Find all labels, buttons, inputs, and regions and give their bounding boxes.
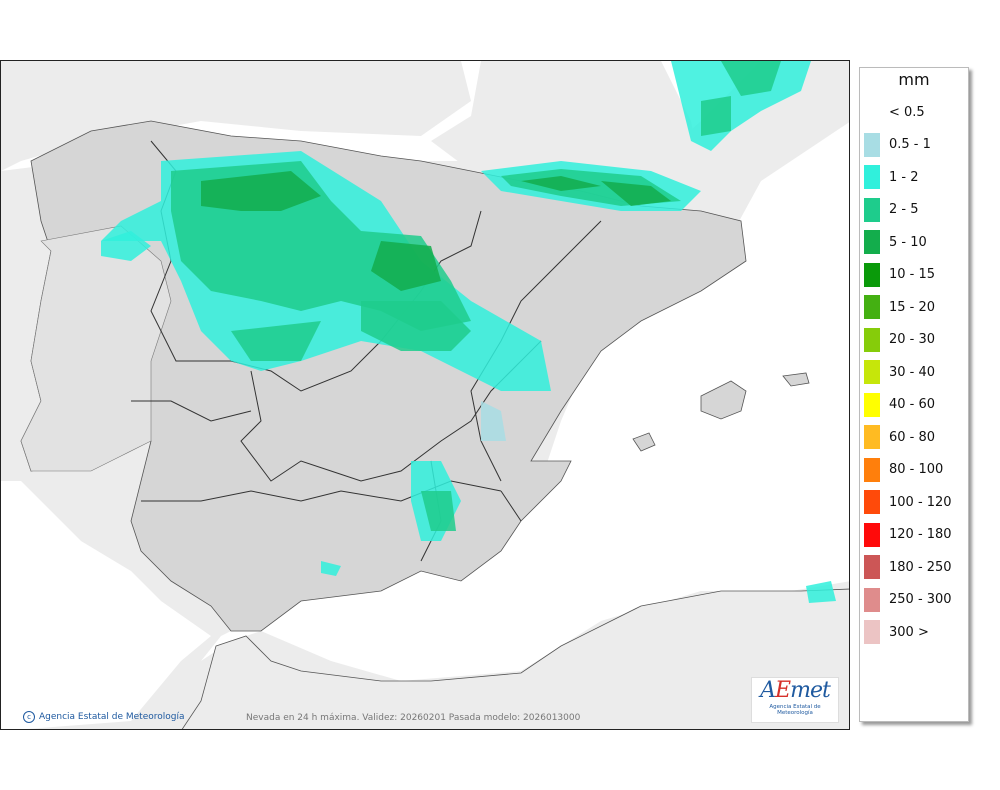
legend-swatch [864, 620, 880, 645]
legend-list: < 0.5 0.5 - 1 1 - 2 2 - 5 5 - 10 10 - 15 15 - … [864, 96, 952, 649]
legend-item: 15 - 20 [864, 291, 952, 324]
legend-swatch [864, 425, 880, 450]
legend-label: 30 - 40 [889, 364, 936, 380]
aemet-logo-mark: AEmet [760, 678, 831, 703]
snow-field [101, 61, 836, 603]
legend-swatch [864, 230, 880, 255]
legend-label: 1 - 2 [889, 169, 919, 185]
legend-item: 2 - 5 [864, 194, 952, 227]
legend-swatch [864, 295, 880, 320]
legend-item: 180 - 250 [864, 551, 952, 584]
legend-label: 80 - 100 [889, 462, 944, 478]
legend-swatch [864, 197, 880, 222]
legend-item: 300 > [864, 616, 952, 649]
legend-swatch [864, 132, 880, 157]
legend-swatch [864, 392, 880, 417]
copyright-icon: c [23, 711, 35, 723]
legend-unit: mm [898, 70, 930, 89]
legend-item: 10 - 15 [864, 259, 952, 292]
legend-swatch [864, 262, 880, 287]
ibiza [632, 432, 656, 452]
legend-label: 250 - 300 [889, 592, 952, 608]
africa-land [181, 588, 849, 729]
legend-item: 5 - 10 [864, 226, 952, 259]
copyright-note: c Agencia Estatal de Meteorología [23, 711, 185, 723]
legend-swatch [864, 522, 880, 547]
legend-item: 80 - 100 [864, 454, 952, 487]
legend-item: 60 - 80 [864, 421, 952, 454]
portugal-land [20, 225, 172, 472]
legend-item: 250 - 300 [864, 584, 952, 617]
legend-swatch [864, 165, 880, 190]
legend-swatch [864, 490, 880, 515]
legend-label: 20 - 30 [889, 332, 936, 348]
mediterranean-sea [201, 122, 849, 681]
legend-label: < 0.5 [889, 104, 925, 120]
menorca [782, 372, 810, 387]
legend: mm < 0.5 0.5 - 1 1 - 2 2 - 5 5 - 10 10 - 15 15… [859, 67, 969, 722]
forecast-map [1, 61, 849, 729]
legend-swatch [864, 100, 880, 125]
legend-item: 30 - 40 [864, 356, 952, 389]
legend-item: 0.5 - 1 [864, 129, 952, 162]
legend-swatch [864, 587, 880, 612]
legend-label: 15 - 20 [889, 299, 936, 315]
legend-label: 10 - 15 [889, 267, 936, 283]
legend-label: 100 - 120 [889, 494, 952, 510]
legend-swatch [864, 457, 880, 482]
legend-label: 60 - 80 [889, 429, 936, 445]
legend-label: 40 - 60 [889, 397, 936, 413]
legend-swatch [864, 327, 880, 352]
legend-label: 0.5 - 1 [889, 137, 931, 153]
legend-item: 100 - 120 [864, 486, 952, 519]
legend-item: 40 - 60 [864, 389, 952, 422]
legend-item: 20 - 30 [864, 324, 952, 357]
legend-label: 120 - 180 [889, 527, 952, 543]
legend-label: 2 - 5 [889, 202, 919, 218]
legend-item: < 0.5 [864, 96, 952, 129]
map-caption: Nevada en 24 h máxima. Validez: 20260201… [246, 713, 581, 723]
aemet-logo-text: Agencia Estatal de Meteorología [769, 704, 821, 716]
legend-label: 5 - 10 [889, 234, 927, 250]
atlantic-southwest [1, 481, 211, 729]
legend-label: 300 > [889, 624, 929, 640]
legend-label: 180 - 250 [889, 559, 952, 575]
aemet-logo: AEmet Agencia Estatal de Meteorología [751, 677, 839, 723]
legend-item: 1 - 2 [864, 161, 952, 194]
map-frame: c Agencia Estatal de Meteorología Nevada … [0, 60, 850, 730]
legend-item: 120 - 180 [864, 519, 952, 552]
legend-swatch [864, 360, 880, 385]
mallorca [700, 380, 747, 420]
copyright-text: Agencia Estatal de Meteorología [39, 712, 185, 722]
legend-swatch [864, 555, 880, 580]
